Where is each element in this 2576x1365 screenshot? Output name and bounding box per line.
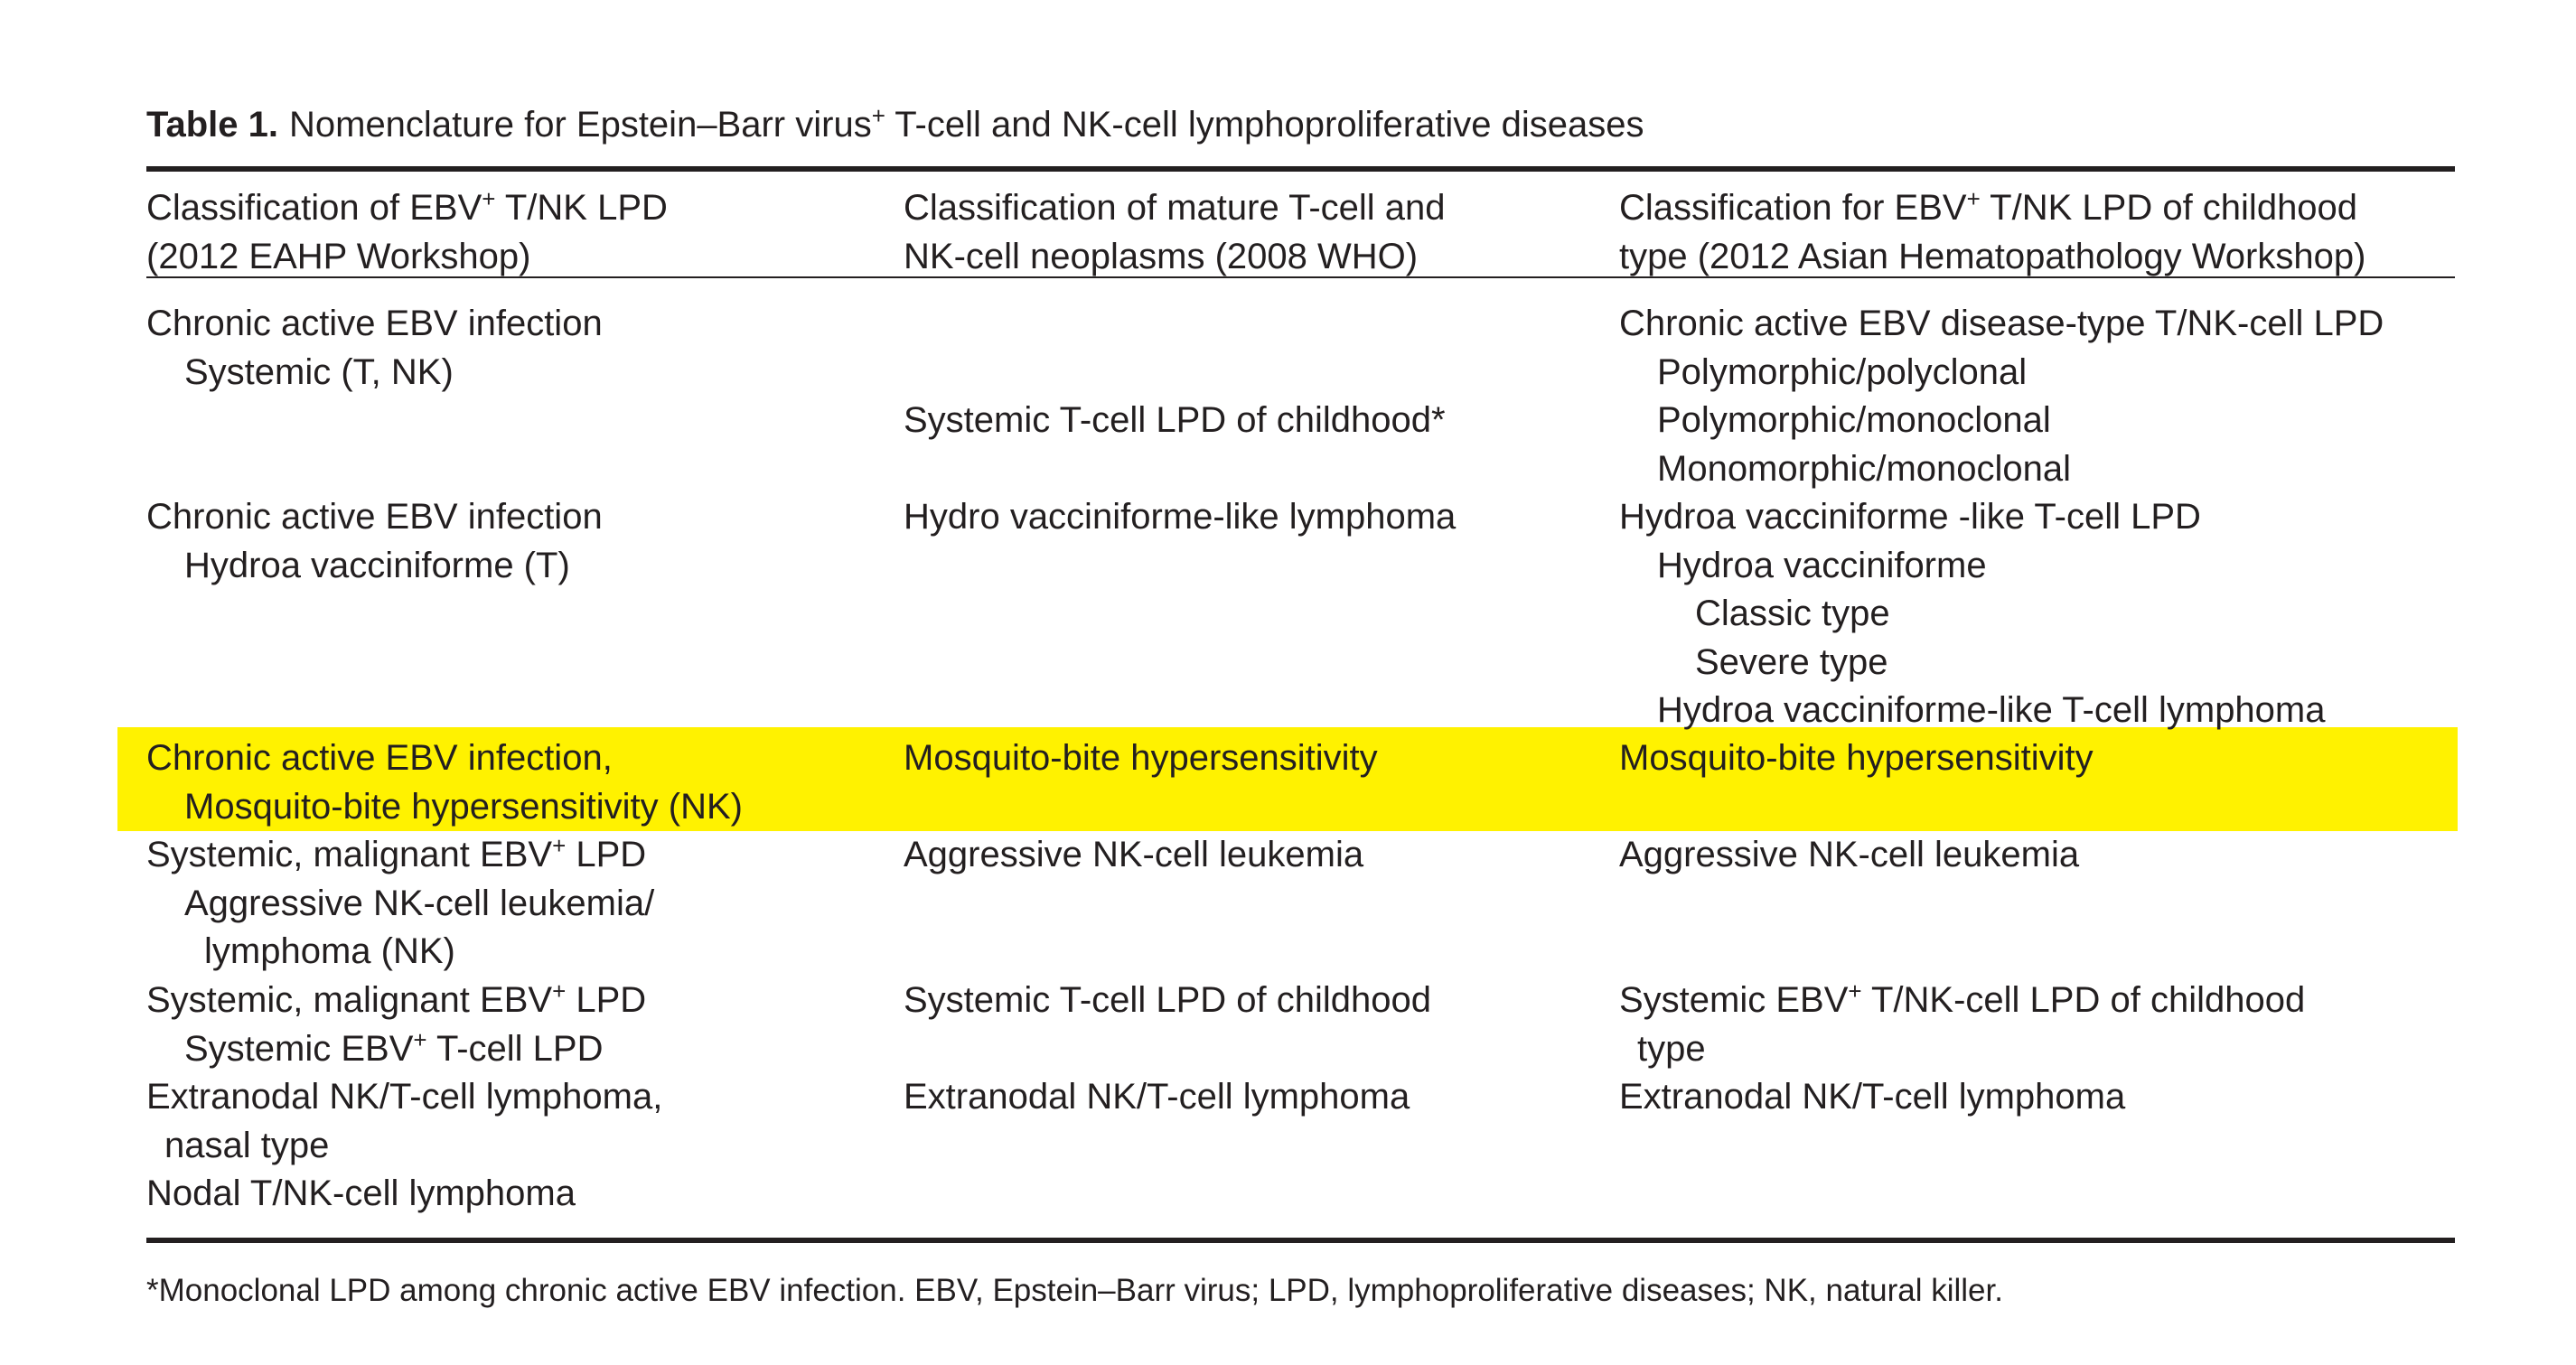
cell-text: LPD bbox=[566, 835, 647, 874]
cell-superscript: + bbox=[413, 1025, 427, 1053]
table-row-4-col3: Aggressive NK-cell leukemia bbox=[1619, 831, 2079, 880]
table-header-rule bbox=[146, 276, 2455, 278]
table-row-6-col3: Extranodal NK/T-cell lymphoma bbox=[1619, 1073, 2125, 1122]
cell-text: Aggressive NK-cell leukemia/ bbox=[184, 883, 655, 923]
cell-text: lymphoma (NK) bbox=[204, 931, 455, 971]
header-text: Classification of mature T-cell and bbox=[904, 188, 1446, 228]
table-row-1-col2: Systemic T-cell LPD of childhood* bbox=[904, 397, 1446, 445]
table-row-1-col3: Chronic active EBV disease-type T/NK-cel… bbox=[1619, 300, 2384, 493]
cell-text: Monomorphic/monoclonal bbox=[1657, 448, 2072, 489]
cell-superscript: + bbox=[1848, 977, 1862, 1005]
table-row-1-col1: Chronic active EBV infection Systemic (T… bbox=[146, 300, 603, 397]
table-row-6-col1: Extranodal NK/T-cell lymphoma, nasal typ… bbox=[146, 1073, 662, 1170]
cell-text: Mosquito-bite hypersensitivity (NK) bbox=[184, 786, 743, 827]
table-footnote: *Monoclonal LPD among chronic active EBV… bbox=[146, 1273, 2003, 1308]
cell-text: Chronic active EBV infection bbox=[146, 304, 603, 343]
cell-text: T-cell LPD bbox=[426, 1028, 604, 1069]
table-row-4-col2: Aggressive NK-cell leukemia bbox=[904, 831, 1363, 880]
cell-text: Mosquito-bite hypersensitivity bbox=[904, 738, 1378, 778]
cell-text: type bbox=[1637, 1028, 1706, 1069]
table-row-5-col2: Systemic T-cell LPD of childhood bbox=[904, 977, 1431, 1025]
cell-text: Hydroa vacciniforme bbox=[1657, 545, 1987, 585]
cell-text: Systemic, malignant EBV bbox=[146, 835, 553, 874]
cell-text: Extranodal NK/T-cell lymphoma bbox=[1619, 1077, 2126, 1117]
cell-text: Systemic EBV bbox=[184, 1028, 414, 1069]
cell-text: nasal type bbox=[164, 1125, 330, 1165]
table-row-5-col1: Systemic, malignant EBV+ LPD Systemic EB… bbox=[146, 977, 646, 1073]
table-row-2-col3: Hydroa vacciniforme -like T-cell LPD Hyd… bbox=[1619, 493, 2326, 735]
cell-text: Chronic active EBV infection bbox=[146, 497, 603, 537]
cell-text: T/NK-cell LPD of childhood bbox=[1861, 980, 2306, 1020]
cell-text: Systemic EBV bbox=[1619, 980, 1849, 1020]
cell-text: Systemic (T, NK) bbox=[184, 351, 454, 392]
table-row-2-col2: Hydro vacciniforme-like lymphoma bbox=[904, 493, 1456, 542]
table-row-5-col3: Systemic EBV+ T/NK-cell LPD of childhood… bbox=[1619, 977, 2305, 1073]
cell-text: Hydroa vacciniforme-like T-cell lymphoma bbox=[1657, 690, 2326, 730]
cell-text: Aggressive NK-cell leukemia bbox=[1619, 835, 2080, 874]
cell-text: Hydroa vacciniforme -like T-cell LPD bbox=[1619, 497, 2201, 537]
header-text: NK-cell neoplasms (2008 WHO) bbox=[904, 236, 1419, 276]
cell-text: Chronic active EBV disease-type T/NK-cel… bbox=[1619, 304, 2384, 343]
header-text: T/NK LPD of childhood bbox=[1980, 188, 2358, 228]
cell-text: Aggressive NK-cell leukemia bbox=[904, 835, 1364, 874]
cell-text: Systemic T-cell LPD of childhood bbox=[904, 980, 1431, 1020]
table-caption: Table 1. Nomenclature for Epstein–Barr vi… bbox=[146, 101, 1644, 148]
header-col-who: Classification of mature T-cell and NK-c… bbox=[904, 184, 1446, 281]
cell-text: Systemic, malignant EBV bbox=[146, 980, 553, 1020]
table-row-7-col1: Nodal T/NK-cell lymphoma bbox=[146, 1170, 576, 1219]
cell-text: Polymorphic/polyclonal bbox=[1657, 351, 2028, 392]
table-top-rule bbox=[146, 166, 2455, 172]
cell-text: Nodal T/NK-cell lymphoma bbox=[146, 1173, 576, 1213]
header-text: T/NK LPD bbox=[495, 188, 668, 228]
table-row-3-col1: Chronic active EBV infection, Mosquito-b… bbox=[146, 734, 743, 831]
cell-superscript: + bbox=[552, 832, 567, 859]
caption-text: Nomenclature for Epstein–Barr virus bbox=[288, 105, 872, 145]
cell-superscript: + bbox=[552, 977, 567, 1005]
cell-text: Severe type bbox=[1695, 641, 1888, 682]
cell-text: Extranodal NK/T-cell lymphoma, bbox=[146, 1077, 663, 1117]
table-bottom-rule bbox=[146, 1238, 2455, 1243]
header-col-asian: Classification for EBV+ T/NK LPD of chil… bbox=[1619, 184, 2365, 281]
cell-text: Mosquito-bite hypersensitivity bbox=[1619, 738, 2094, 778]
cell-text: Hydro vacciniforme-like lymphoma bbox=[904, 497, 1457, 537]
table-row-3-col2: Mosquito-bite hypersensitivity bbox=[904, 734, 1378, 783]
cell-text: LPD bbox=[566, 980, 647, 1020]
cell-text: Polymorphic/monoclonal bbox=[1657, 400, 2051, 440]
header-text: (2012 EAHP Workshop) bbox=[146, 236, 531, 276]
row-highlight bbox=[117, 727, 2458, 831]
header-text: Classification for EBV bbox=[1619, 188, 1967, 228]
cell-text: Chronic active EBV infection, bbox=[146, 738, 613, 778]
table-row-6-col2: Extranodal NK/T-cell lymphoma bbox=[904, 1073, 1410, 1122]
header-superscript: + bbox=[482, 185, 496, 212]
header-superscript: + bbox=[1966, 185, 1981, 212]
cell-text: Systemic T-cell LPD of childhood* bbox=[904, 400, 1446, 440]
header-text: Classification of EBV bbox=[146, 188, 482, 228]
table-label: Table 1. bbox=[146, 105, 278, 145]
table-row-3-col3: Mosquito-bite hypersensitivity bbox=[1619, 734, 2094, 783]
caption-superscript: + bbox=[871, 102, 885, 129]
cell-text: Classic type bbox=[1695, 594, 1890, 633]
table-row-2-col1: Chronic active EBV infection Hydroa vacc… bbox=[146, 493, 603, 590]
cell-text: Hydroa vacciniforme (T) bbox=[184, 545, 570, 585]
header-text: type (2012 Asian Hematopathology Worksho… bbox=[1619, 236, 2366, 276]
caption-text-end: T-cell and NK-cell lymphoproliferative d… bbox=[885, 105, 1644, 145]
header-col-eahp: Classification of EBV+ T/NK LPD (2012 EA… bbox=[146, 184, 668, 281]
cell-text: Extranodal NK/T-cell lymphoma bbox=[904, 1077, 1410, 1117]
table-row-4-col1: Systemic, malignant EBV+ LPD Aggressive … bbox=[146, 831, 654, 977]
